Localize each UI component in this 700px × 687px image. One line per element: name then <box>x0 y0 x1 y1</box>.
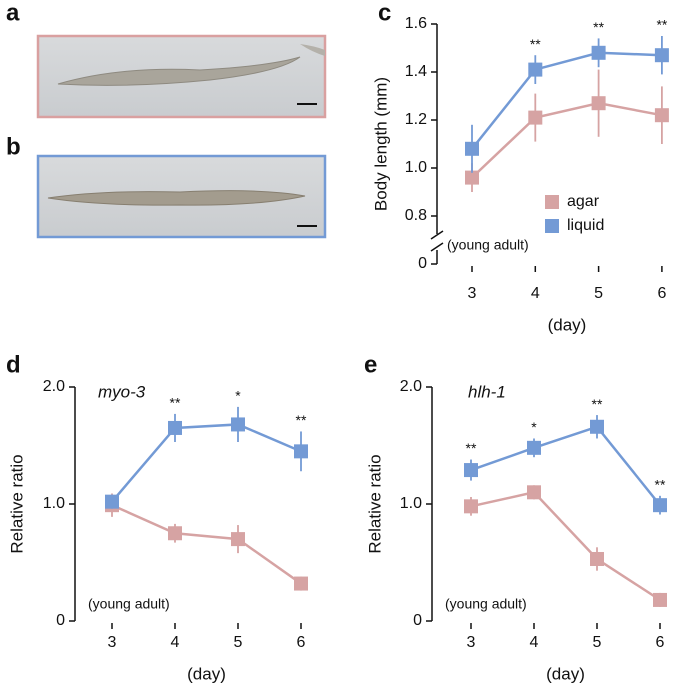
legend-swatch <box>545 219 559 233</box>
note: (young adult) <box>88 596 170 612</box>
x-tick-label: 6 <box>657 285 666 302</box>
significance: ** <box>592 396 603 412</box>
panel-label: c <box>378 0 391 26</box>
marker <box>590 551 604 566</box>
y-tick-label: 0 <box>418 255 427 272</box>
worm <box>57 56 301 86</box>
x-tick-label: 6 <box>297 634 306 651</box>
y-tick-label: 1.0 <box>400 495 422 512</box>
x-tick-label: 5 <box>594 285 603 302</box>
series-line <box>471 51 662 150</box>
note: (young adult) <box>445 596 527 612</box>
axis-break <box>430 242 444 252</box>
x-tick-label: 6 <box>656 634 665 651</box>
marker <box>465 170 479 185</box>
y-tick-label: 1.4 <box>405 63 427 80</box>
marker <box>527 440 541 455</box>
legend-label: liquid <box>567 217 604 234</box>
marker <box>464 499 478 514</box>
marker <box>591 96 606 111</box>
significance: ** <box>530 36 541 52</box>
x-axis-label: (day) <box>546 664 585 683</box>
significance: ** <box>170 395 181 411</box>
marker <box>294 576 308 591</box>
marker <box>105 494 119 509</box>
y-tick-label: 1.2 <box>405 111 427 128</box>
worm <box>300 44 325 56</box>
y-tick-label: 2.0 <box>43 378 65 395</box>
significance: ** <box>593 19 604 35</box>
x-tick-label: 3 <box>467 634 476 651</box>
series-line <box>470 490 661 601</box>
marker <box>654 48 669 63</box>
marker <box>231 417 245 432</box>
series-line <box>471 101 663 179</box>
marker <box>528 62 543 77</box>
marker <box>294 444 308 459</box>
y-tick-label: 1.0 <box>43 495 65 512</box>
note: (young adult) <box>447 237 529 253</box>
marker <box>168 420 182 435</box>
legend-label: agar <box>567 193 600 210</box>
marker <box>654 108 669 123</box>
series-line <box>111 423 302 503</box>
y-tick-label: 0.8 <box>405 207 427 224</box>
significance: ** <box>656 17 667 33</box>
legend-swatch <box>545 195 559 209</box>
y-tick-label: 1.0 <box>405 159 427 176</box>
significance: * <box>235 388 241 404</box>
x-tick-label: 5 <box>593 634 602 651</box>
x-tick-label: 3 <box>108 634 117 651</box>
series-line <box>470 425 661 506</box>
significance: * <box>531 419 537 435</box>
y-tick-label: 1.6 <box>405 15 427 32</box>
x-axis-label: (day) <box>187 664 226 683</box>
panel-label: d <box>6 351 21 378</box>
marker <box>591 45 606 60</box>
chart-title: hlh-1 <box>468 382 506 401</box>
y-axis-label: Relative ratio <box>7 454 26 553</box>
y-axis-label: Relative ratio <box>365 454 384 553</box>
y-tick-label: 0 <box>413 612 422 629</box>
worm <box>47 190 306 206</box>
series-line <box>111 504 302 585</box>
significance: ** <box>466 440 477 456</box>
x-tick-label: 4 <box>530 634 539 651</box>
significance: ** <box>296 412 307 428</box>
panel-label: b <box>6 133 21 160</box>
marker <box>168 526 182 541</box>
panel-label: a <box>6 0 20 26</box>
y-tick-label: 0 <box>56 612 65 629</box>
x-tick-label: 3 <box>468 285 477 302</box>
y-tick-label: 2.0 <box>400 378 422 395</box>
marker <box>653 592 667 607</box>
marker <box>527 485 541 500</box>
significance: ** <box>655 477 666 493</box>
y-axis-label: Body length (mm) <box>371 77 390 211</box>
marker <box>653 498 667 513</box>
marker <box>590 419 604 434</box>
marker <box>231 532 245 547</box>
marker <box>528 110 543 125</box>
x-tick-label: 4 <box>531 285 540 302</box>
panel-label: e <box>364 351 377 378</box>
axis-break <box>430 230 444 240</box>
marker <box>464 463 478 478</box>
x-tick-label: 4 <box>171 634 180 651</box>
x-axis-label: (day) <box>548 315 587 334</box>
chart-title: myo-3 <box>98 382 146 401</box>
x-tick-label: 5 <box>234 634 243 651</box>
marker <box>465 141 479 156</box>
